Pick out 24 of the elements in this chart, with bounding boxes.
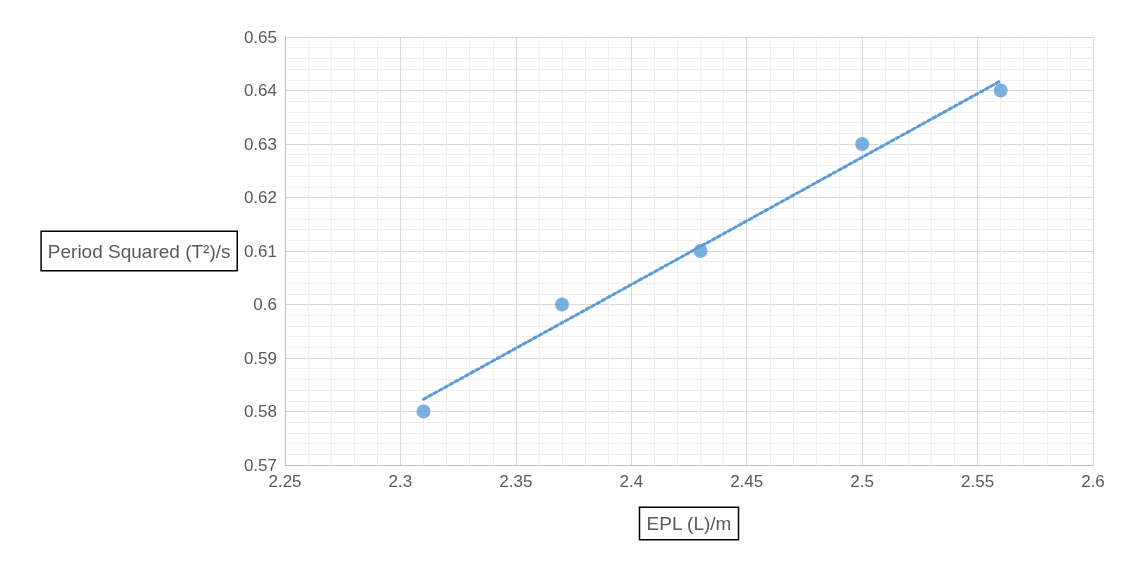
y-tick-label: 0.58 [243, 402, 277, 421]
y-axis-title: Period Squared (T²)/s [47, 240, 231, 262]
x-tick-label: 2.4 [619, 472, 644, 491]
point [993, 83, 1008, 98]
x-tick-label: 2.5 [850, 472, 874, 491]
y-tick-label: 0.65 [243, 27, 277, 47]
y-tick-label: 0.61 [243, 241, 277, 261]
y-tick-label: 0.63 [243, 134, 277, 154]
x-tick-label: 2.3 [388, 472, 413, 491]
x-axis-title: EPL (L)/m [646, 513, 732, 534]
point [855, 137, 870, 151]
y-tick-label: 0.6 [253, 295, 277, 314]
x-tick-label: 2.6 [1081, 472, 1105, 491]
x-tick-label: 2.45 [730, 472, 764, 491]
point [693, 244, 708, 258]
x-tick-label: 2.35 [499, 472, 533, 491]
y-tick-label: 0.59 [243, 348, 277, 368]
x-tick-label: 2.25 [268, 472, 302, 491]
x-tick-label: 2.55 [961, 472, 995, 491]
y-tick-label: 0.64 [243, 81, 277, 100]
y-tick-label: 0.62 [243, 188, 277, 207]
point [416, 404, 431, 419]
point [555, 297, 570, 312]
y-tick-label: 0.57 [243, 455, 277, 475]
